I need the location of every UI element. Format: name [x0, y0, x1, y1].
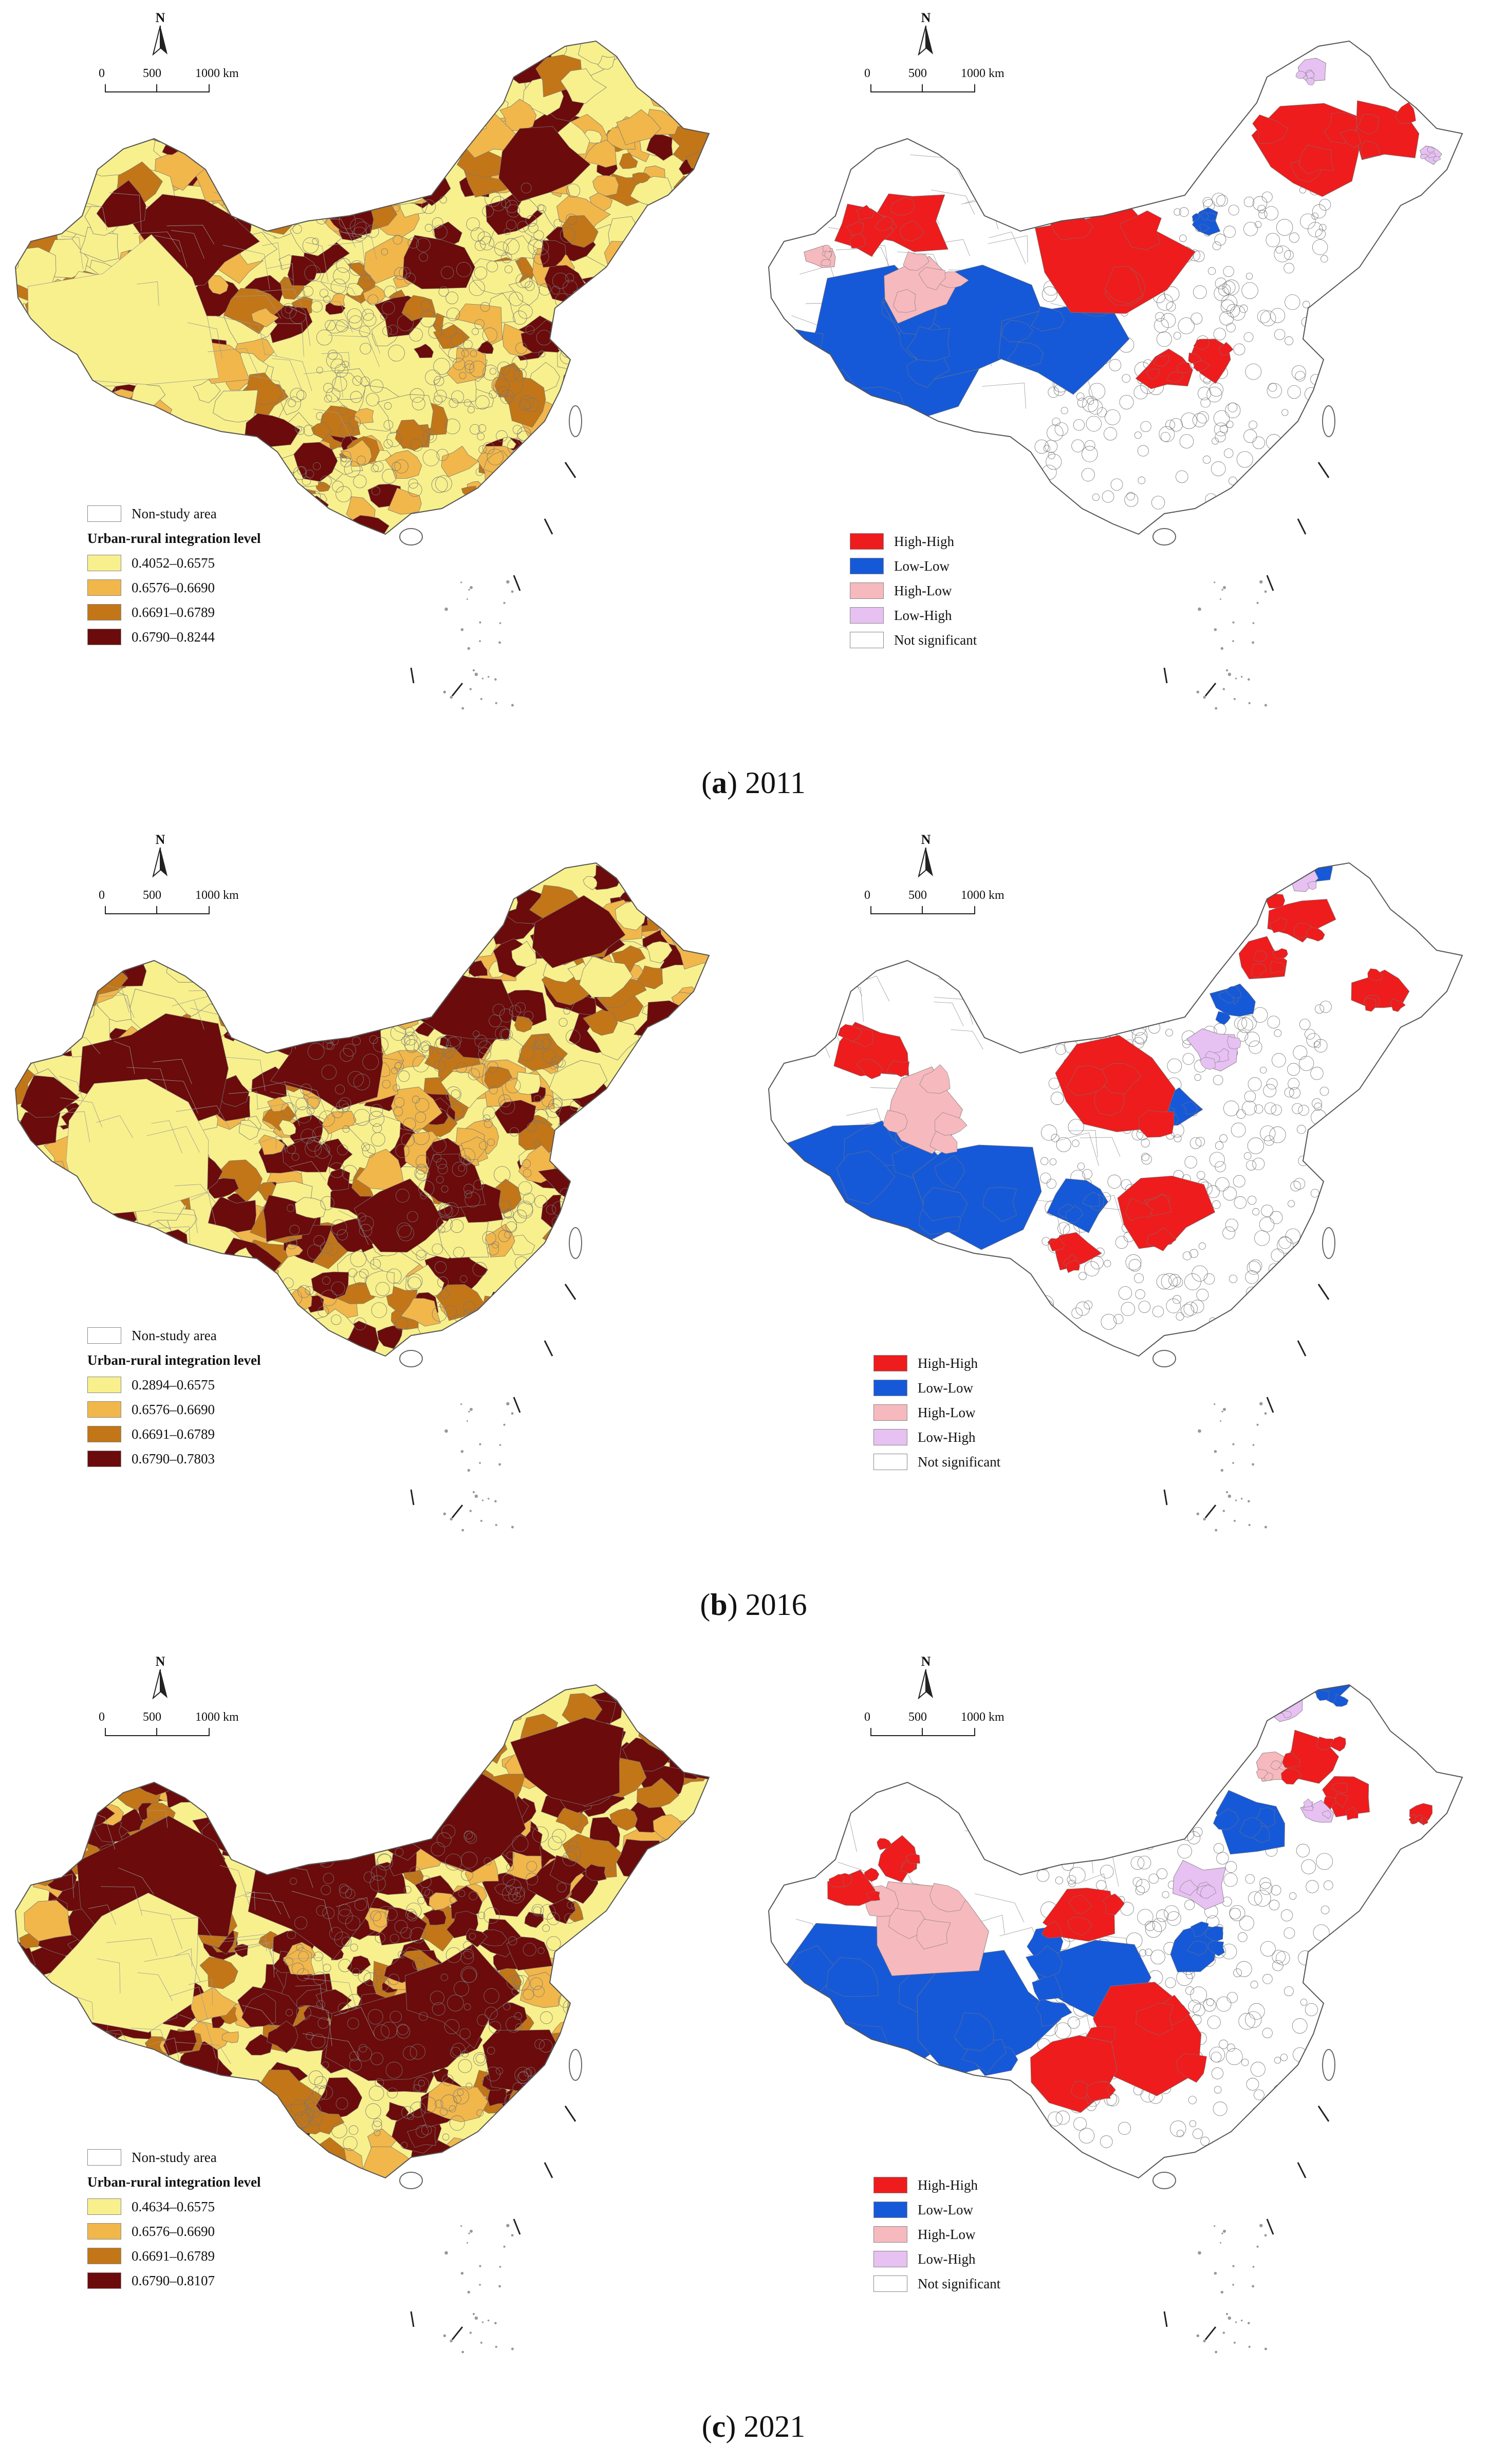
north-arrow-icon: N [910, 1654, 941, 1703]
level-map-2016 [14, 862, 710, 1532]
scale-bar: 0 500 1000 km [864, 889, 1004, 919]
panel-2016: N 0 500 1000 km N 0 500 1000 km Non-stud… [0, 822, 1507, 1639]
lisa-map-2021 [768, 1684, 1463, 2354]
caption-2021: (c) 2021 [701, 2410, 806, 2443]
north-arrow-icon: N [145, 1654, 176, 1703]
scale-bar: 0 500 1000 km [99, 67, 239, 98]
panel-2021: N 0 500 1000 km N 0 500 1000 km Non-stud… [0, 1644, 1507, 2460]
level-map-2011 [14, 40, 710, 710]
swatch-level-3 [87, 604, 121, 620]
level-legend-2021: Non-study area Urban-rural integration l… [87, 2149, 261, 2289]
swatch-level-1 [87, 555, 121, 571]
lisa-map-2011 [768, 40, 1463, 710]
caption-2016: (b) 2016 [700, 1588, 807, 1622]
scale-bar: 0 500 1000 km [99, 889, 239, 919]
lisa-legend-2016: High-High Low-Low High-Low Low-High Not … [873, 1351, 1000, 1474]
level-legend-2016: Non-study area Urban-rural integration l… [87, 1327, 261, 1467]
scale-bar: 0 500 1000 km [864, 1710, 1004, 1741]
lisa-legend-2021: High-High Low-Low High-Low Low-High Not … [873, 2173, 1000, 2296]
scale-bar: 0 500 1000 km [864, 67, 1004, 98]
caption-2011: (a) 2011 [701, 766, 806, 800]
north-arrow-icon: N [145, 10, 176, 59]
north-arrow-icon: N [910, 10, 941, 59]
lisa-legend-2011: High-High Low-Low High-Low Low-High Not … [850, 529, 977, 652]
level-legend-2011: Non-study area Urban-rural integration l… [87, 505, 261, 645]
north-arrow-icon: N [145, 832, 176, 881]
swatch-level-2 [87, 579, 121, 596]
scale-bar: 0 500 1000 km [99, 1710, 239, 1741]
panel-2011: N 0 500 1000 km N 0 500 1000 km Non-stud… [0, 0, 1507, 817]
north-arrow-icon: N [910, 832, 941, 881]
lisa-map-2016 [768, 862, 1463, 1532]
level-map-2021 [14, 1684, 710, 2354]
swatch-level-4 [87, 629, 121, 645]
